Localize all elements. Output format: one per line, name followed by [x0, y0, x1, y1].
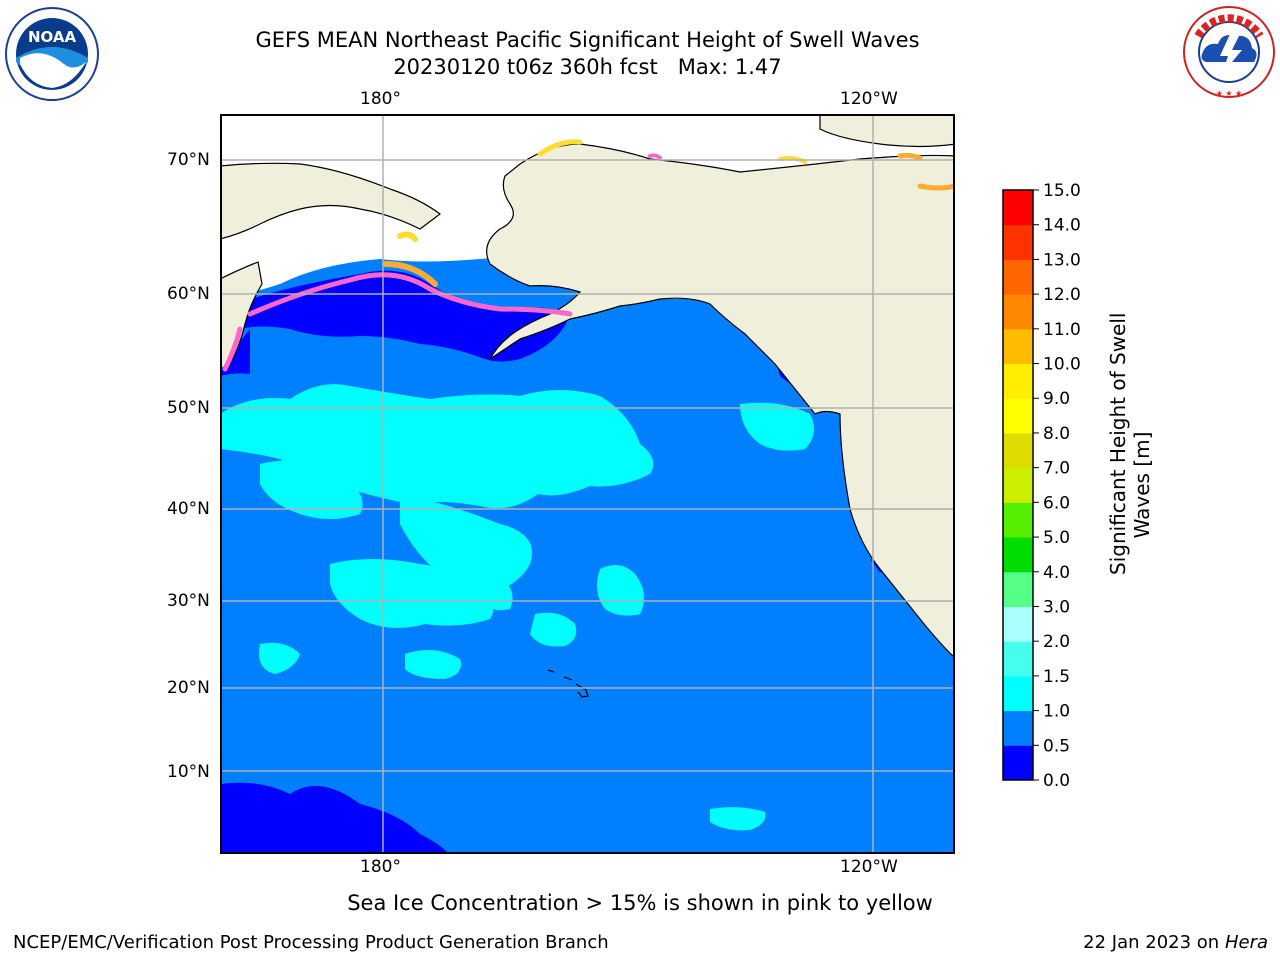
colorbar-swatch — [1003, 328, 1033, 365]
colorbar-frame — [1002, 189, 1034, 781]
colorbar-tick-label: 11.0 — [1043, 320, 1081, 340]
lat-label-50n: 50°N — [167, 398, 210, 418]
land-kamchatka — [220, 261, 263, 370]
footer-date-text: 22 Jan 2023 on — [1083, 932, 1220, 953]
land-arctic-islands — [819, 114, 954, 148]
swell-height-map — [220, 114, 955, 854]
svg-text:★ ★ ★: ★ ★ ★ — [1216, 89, 1243, 98]
colorbar-tick-label: 2.0 — [1043, 632, 1070, 652]
lat-label-40n: 40°N — [167, 499, 210, 519]
colorbar-swatches — [1002, 189, 1034, 781]
colorbar-tick-label: 13.0 — [1043, 250, 1081, 270]
footer-date: 22 Jan 2023 on Hera — [1083, 932, 1268, 953]
colorbar-tick-label: 1.5 — [1043, 667, 1070, 687]
lat-label-70n: 70°N — [167, 150, 210, 170]
colorbar-label: Significant Height of Swell Waves [m] — [1106, 312, 1154, 575]
colorbar-swatch — [1003, 363, 1033, 399]
colorbar-tick-label: 15.0 — [1043, 181, 1081, 201]
colorbar-swatch — [1003, 537, 1033, 573]
colorbar-swatch — [1003, 259, 1033, 295]
colorbar-swatch — [1003, 432, 1033, 469]
map-gridlines — [220, 114, 954, 853]
colorbar-swatch — [1003, 606, 1033, 642]
colorbar-swatch — [1003, 571, 1033, 607]
colorbar-tick-label: 9.0 — [1043, 389, 1070, 409]
lat-label-20n: 20°N — [167, 678, 210, 698]
lon-label-top-180: 180° — [360, 89, 401, 109]
footer-host: Hera — [1224, 932, 1268, 953]
colorbar: 0.0 0.5 1.0 1.5 2.0 3.0 4.0 5.0 6.0 7.0 8.0 9.0 10.0… — [1002, 181, 1081, 790]
colorbar-swatch — [1003, 190, 1033, 226]
noaa-logo: NOAA — [5, 7, 99, 101]
sea-ice-fringe — [222, 139, 954, 372]
colorbar-label-line1: Significant Height of Swell — [1106, 312, 1130, 575]
noaa-logo-text: NOAA — [28, 28, 77, 46]
footer-credit: NCEP/EMC/Verification Post Processing Pr… — [13, 932, 609, 953]
lon-label-bottom-180: 180° — [360, 857, 401, 877]
colorbar-tick-label: 10.0 — [1043, 355, 1081, 375]
map-frame — [220, 114, 955, 854]
colorbar-swatch — [1003, 710, 1033, 746]
colorbar-tick-label: 6.0 — [1043, 493, 1070, 513]
colorbar-tick-label: 3.0 — [1043, 597, 1070, 617]
colorbar-swatch — [1003, 294, 1033, 330]
colorbar-tick-label: 5.0 — [1043, 528, 1070, 548]
colorbar-tick-label: 1.0 — [1043, 702, 1070, 722]
land-asia — [220, 162, 442, 240]
land-north-america — [486, 143, 954, 658]
colorbar-swatch — [1003, 745, 1033, 781]
lat-label-60n: 60°N — [167, 284, 210, 304]
colorbar-tick-label: 0.0 — [1043, 771, 1070, 790]
sea-ice-note: Sea Ice Concentration > 15% is shown in … — [347, 891, 933, 915]
chart-title: GEFS MEAN Northeast Pacific Significant … — [255, 28, 920, 52]
colorbar-tick-label: 4.0 — [1043, 563, 1070, 583]
colorbar-swatch — [1003, 398, 1033, 434]
colorbar-tick-label: 12.0 — [1043, 285, 1081, 305]
colorbar-label-line2: Waves [m] — [1130, 431, 1154, 539]
colorbar-tick-label: 8.0 — [1043, 424, 1070, 444]
colorbar-tick-label: 14.0 — [1043, 216, 1081, 236]
lat-label-30n: 30°N — [167, 591, 210, 611]
chart-subtitle: 20230120 t06z 360h fcst Max: 1.47 — [393, 55, 782, 79]
colorbar-swatch — [1003, 467, 1033, 503]
colorbar-tick-label: 0.5 — [1043, 736, 1070, 756]
colorbar-swatch — [1003, 502, 1033, 538]
colorbar-swatch — [1003, 224, 1033, 260]
lon-label-top-120w: 120°W — [840, 89, 898, 109]
colorbar-swatch — [1003, 641, 1033, 677]
colorbar-ticks: 0.0 0.5 1.0 1.5 2.0 3.0 4.0 5.0 6.0 7.0 8.0 9.0 10.0… — [1033, 181, 1081, 790]
lat-label-10n: 10°N — [167, 762, 210, 782]
nws-logo: ★ ★ ★ — [1183, 6, 1275, 98]
colorbar-tick-label: 7.0 — [1043, 459, 1070, 479]
colorbar-swatch — [1003, 675, 1033, 712]
lon-label-bottom-120w: 120°W — [840, 857, 898, 877]
